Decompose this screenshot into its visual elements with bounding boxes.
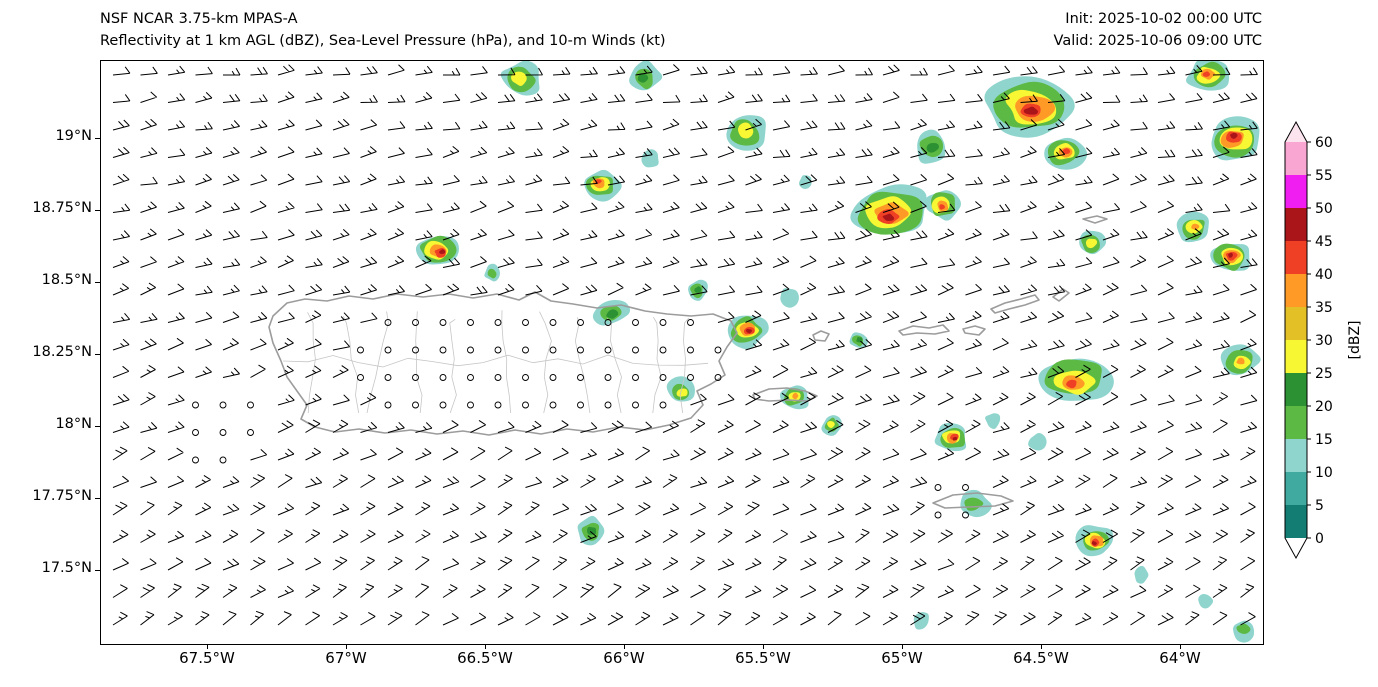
colorbar-segment <box>1285 241 1307 274</box>
colorbar-tick-label: 50 <box>1315 201 1333 217</box>
lat-tick-label: 17.75°N <box>32 488 92 504</box>
lon-tick-mark <box>623 644 625 649</box>
lon-tick-label: 65°W <box>881 649 923 667</box>
lon-tick-mark <box>345 644 347 649</box>
lon-tick-label: 67°W <box>325 649 367 667</box>
lon-tick-label: 64°W <box>1159 649 1201 667</box>
colorbar-tick-label: 40 <box>1315 267 1333 283</box>
colorbar-tick-label: 20 <box>1315 399 1333 415</box>
header-right: Init: 2025-10-02 00:00 UTC Valid: 2025-1… <box>1054 8 1262 52</box>
lat-tick-label: 18.75°N <box>32 200 92 216</box>
colorbar-tick-label: 45 <box>1315 234 1333 250</box>
lon-tick-label: 66.5°W <box>457 649 513 667</box>
colorbar-segment <box>1285 472 1307 505</box>
reflectivity-cells <box>415 61 1261 643</box>
colorbar-tick-label: 0 <box>1315 531 1324 547</box>
lat-tick-mark <box>95 209 100 211</box>
lon-tick-label: 67.5°W <box>179 649 235 667</box>
colorbar-tick-label: 30 <box>1315 333 1333 349</box>
lat-tick-mark <box>95 281 100 283</box>
colorbar-segment <box>1285 274 1307 307</box>
colorbar-segment <box>1285 307 1307 340</box>
colorbar-tick-label: 5 <box>1315 498 1324 514</box>
colorbar-segment <box>1285 406 1307 439</box>
map-plot <box>100 60 1264 645</box>
lon-tick-mark <box>484 644 486 649</box>
lon-tick-mark <box>762 644 764 649</box>
lon-tick-label: 64.5°W <box>1013 649 1069 667</box>
colorbar-segment <box>1285 142 1307 175</box>
init-time: Init: 2025-10-02 00:00 UTC <box>1065 11 1262 27</box>
lat-tick-mark <box>95 425 100 427</box>
model-title: NSF NCAR 3.75-km MPAS-A <box>100 11 298 27</box>
product-title: Reflectivity at 1 km AGL (dBZ), Sea-Leve… <box>100 33 666 49</box>
lon-tick-mark <box>206 644 208 649</box>
lon-tick-label: 65.5°W <box>735 649 791 667</box>
municipal-boundaries <box>282 310 709 414</box>
valid-time: Valid: 2025-10-06 09:00 UTC <box>1053 33 1262 49</box>
header-left: NSF NCAR 3.75-km MPAS-A Reflectivity at … <box>100 8 666 52</box>
colorbar-tick-label: 15 <box>1315 432 1333 448</box>
lat-tick-label: 18°N <box>55 416 92 432</box>
colorbar-segment <box>1285 340 1307 373</box>
colorbar-tick-label: 10 <box>1315 465 1333 481</box>
lat-tick-label: 17.5°N <box>41 560 92 576</box>
colorbar-segment <box>1285 373 1307 406</box>
lon-tick-mark <box>1179 644 1181 649</box>
colorbar-segment <box>1285 208 1307 241</box>
lat-tick-label: 18.25°N <box>32 344 92 360</box>
coastlines <box>268 215 1108 509</box>
map-canvas <box>112 61 1261 643</box>
lon-tick-label: 66°W <box>603 649 645 667</box>
calm-wind-circles <box>192 319 969 519</box>
lat-tick-label: 18.5°N <box>41 272 92 288</box>
lat-tick-mark <box>95 497 100 499</box>
colorbar: 0 5 10 15 20 25 30 35 40 45 50 55 60 [dBZ] <box>1284 120 1363 560</box>
wind-barb-field <box>112 64 1258 626</box>
lat-tick-mark <box>95 569 100 571</box>
colorbar-segment <box>1285 175 1307 208</box>
colorbar-tick-label: 35 <box>1315 300 1333 316</box>
lat-tick-mark <box>95 353 100 355</box>
lon-tick-mark <box>1040 644 1042 649</box>
colorbar-tick-label: 25 <box>1315 366 1333 382</box>
colorbar-tick-label: 60 <box>1315 135 1333 151</box>
colorbar-tick-label: 55 <box>1315 168 1333 184</box>
lon-tick-mark <box>901 644 903 649</box>
lat-tick-mark <box>95 137 100 139</box>
colorbar-axis-label: [dBZ] <box>1347 320 1363 359</box>
colorbar-segment <box>1285 505 1307 538</box>
colorbar-segment <box>1285 439 1307 472</box>
lat-tick-label: 19°N <box>55 128 92 144</box>
